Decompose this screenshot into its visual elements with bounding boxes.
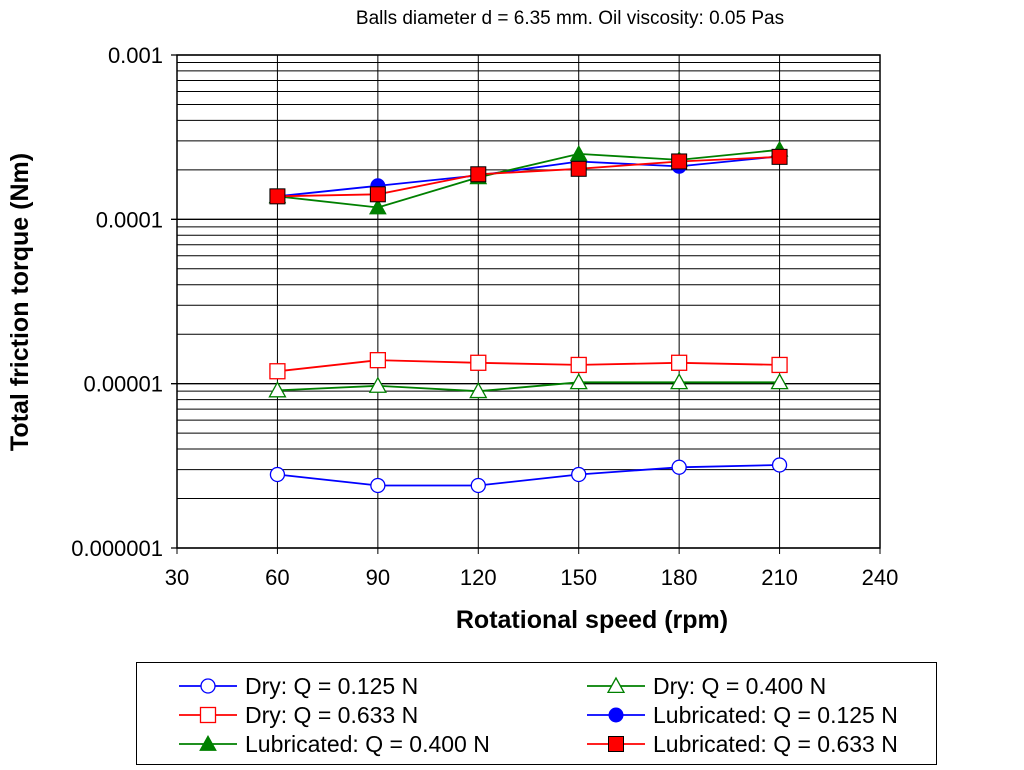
data-point	[608, 736, 624, 752]
y-tick-labels: 0.000001 0.00001 0.0001 0.001	[71, 43, 163, 561]
data-point	[771, 356, 788, 374]
x-tick-label: 180	[661, 565, 698, 590]
data-point	[199, 706, 217, 724]
legend-item: Lubricated: Q = 0.400 N	[177, 730, 490, 758]
chart: 30 60 90 120 150 180 210 240 0.0000010.000010.0…	[6, 8, 899, 634]
x-tick-label: 90	[366, 565, 390, 590]
legend-item: Lubricated: Q = 0.125 N	[585, 701, 898, 729]
data-point	[670, 354, 688, 371]
plot-area	[176, 54, 881, 549]
legend: Dry: Q = 0.125 N Dry: Q = 0.400 N Dry: Q…	[136, 662, 937, 765]
data-point	[268, 381, 287, 398]
data-point	[671, 153, 688, 170]
legend-symbol	[587, 676, 645, 694]
legend-item: Dry: Q = 0.633 N	[177, 701, 418, 729]
y-tick-label: 0.000001	[71, 536, 163, 561]
legend-label: Lubricated: Q = 0.633 N	[653, 730, 898, 757]
x-tick-label: 240	[862, 565, 899, 590]
legend-label: Dry: Q = 0.125 N	[245, 672, 419, 699]
data-point	[199, 734, 217, 751]
x-tick-labels: 30 60 90 120 150 180 210 240	[165, 565, 899, 590]
series-group	[269, 457, 788, 494]
legend-symbol	[179, 706, 237, 724]
chart-title: Balls diameter d = 6.35 mm. Oil viscosit…	[356, 8, 784, 29]
data-point	[570, 356, 587, 374]
x-tick-label: 150	[560, 565, 597, 590]
data-point	[269, 188, 286, 205]
data-point	[369, 198, 387, 215]
y-axis-title: Total friction torque (Nm)	[6, 153, 34, 451]
legend-symbol	[179, 734, 237, 751]
data-point	[771, 148, 788, 165]
legend-item: Dry: Q = 0.400 N	[585, 672, 826, 700]
legend-symbol	[179, 678, 237, 694]
legend-item: Lubricated: Q = 0.633 N	[585, 730, 898, 758]
legend-label: Lubricated: Q = 0.125 N	[653, 701, 898, 728]
series-layer	[268, 140, 789, 494]
y-tick-label: 0.001	[108, 43, 163, 68]
series-group	[269, 148, 788, 205]
legend-item: Dry: Q = 0.125 N	[177, 672, 418, 700]
x-tick-label: 30	[165, 565, 189, 590]
data-point	[569, 372, 588, 390]
data-point	[608, 707, 624, 723]
data-point	[606, 676, 626, 694]
data-point	[469, 381, 488, 399]
data-point	[269, 466, 286, 483]
data-point	[569, 144, 588, 161]
series-line	[277, 148, 780, 209]
data-point	[770, 372, 789, 390]
y-tick-label: 0.0001	[96, 207, 163, 232]
series-group	[269, 352, 788, 380]
y-tick-label: 0.00001	[83, 372, 163, 397]
legend-label: Dry: Q = 0.633 N	[245, 701, 419, 728]
data-point	[369, 186, 386, 203]
data-point	[200, 678, 216, 694]
series-line	[277, 464, 780, 487]
data-point	[370, 477, 386, 494]
data-point	[670, 372, 689, 390]
data-point	[369, 352, 387, 369]
series-line	[277, 359, 780, 373]
data-point	[368, 376, 387, 393]
legend-symbol	[587, 707, 645, 723]
data-point	[771, 457, 788, 473]
series-group	[268, 372, 789, 399]
data-point	[470, 166, 487, 183]
data-point	[470, 354, 487, 371]
x-tick-label: 60	[265, 565, 289, 590]
data-point	[470, 477, 486, 494]
x-tick-label: 210	[761, 565, 798, 590]
series-group	[268, 140, 789, 215]
data-point	[269, 363, 286, 380]
series-line	[277, 155, 780, 198]
x-tick-label: 120	[460, 565, 497, 590]
legend-label: Dry: Q = 0.400 N	[653, 672, 827, 699]
data-point	[671, 459, 687, 475]
data-point	[571, 466, 587, 483]
legend-label: Lubricated: Q = 0.400 N	[245, 730, 490, 757]
series-line	[277, 381, 780, 393]
series-line	[277, 156, 780, 198]
data-point	[570, 160, 587, 177]
x-axis-title: Rotational speed (rpm)	[456, 606, 728, 634]
legend-symbol	[587, 736, 645, 752]
